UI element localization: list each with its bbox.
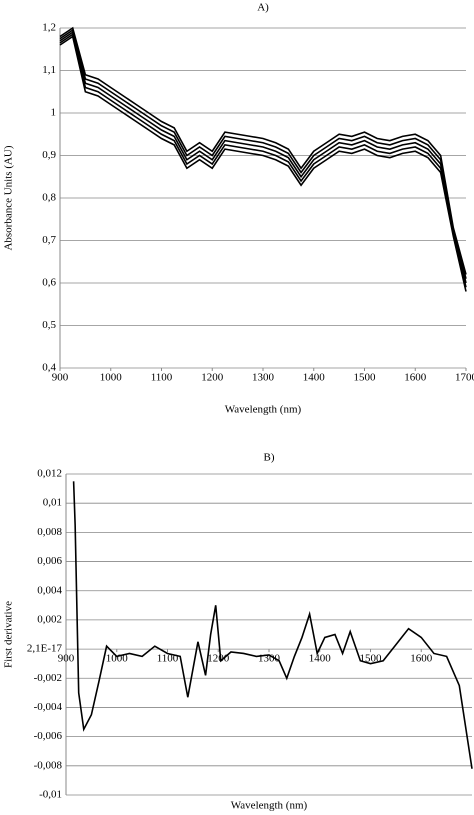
y-axis-title: Absorbance Units (AU) [3,145,15,250]
x-tick-label: 1200 [201,372,224,384]
x-tick-label: 1600 [404,372,427,384]
x-tick-label: 1000 [100,372,123,384]
data-line [59,33,467,288]
y-axis-title: First derivative [3,601,15,668]
y-tick-label: 0,4 [42,362,56,374]
y-tick-label: 0,012 [37,468,62,480]
y-tick-label: 0,006 [37,555,62,567]
x-tick-label: 1100 [157,653,179,665]
y-tick-label: 0,002 [37,613,62,625]
chart-title: B) [264,452,275,464]
x-tick-label: 1300 [252,372,275,384]
x-tick-label: 1400 [303,372,326,384]
x-tick-label: 900 [52,372,69,384]
x-tick-label: 1500 [354,372,377,384]
x-tick-label: 1400 [309,653,332,665]
y-tick-label: -0,004 [34,701,63,713]
x-tick-label: 1100 [151,372,173,384]
y-tick-label: -0,008 [34,759,63,771]
data-line [72,481,473,769]
y-tick-label: -0,006 [34,730,63,742]
y-tick-label: 0,5 [42,319,56,331]
data-line [59,28,467,279]
data-line [59,26,467,275]
y-tick-label: 1,1 [42,64,56,76]
y-tick-label: 1,2 [42,22,56,34]
y-tick-label: 1 [51,107,57,119]
data-line [59,30,467,284]
y-tick-label: 0,7 [42,234,56,246]
x-axis-title: Wavelength (nm) [231,800,308,812]
y-tick-label: 0,9 [42,149,56,161]
data-line [59,35,467,292]
x-tick-label: 900 [58,653,75,665]
x-tick-label: 1700 [455,372,474,384]
x-tick-label: 1200 [207,653,230,665]
y-tick-label: 0,8 [42,192,56,204]
x-axis-title: Wavelength (nm) [225,404,302,416]
y-tick-label: 0,01 [43,497,62,509]
y-tick-label: -0,01 [39,789,62,801]
y-tick-label: 0,6 [42,277,56,289]
chart-title: A) [257,2,269,14]
y-tick-label: 2,1E-17 [27,643,63,655]
x-tick-label: 1600 [410,653,433,665]
y-tick-label: 0,008 [37,526,62,538]
y-tick-label: -0,002 [34,672,62,684]
y-tick-label: 0,004 [37,584,62,596]
